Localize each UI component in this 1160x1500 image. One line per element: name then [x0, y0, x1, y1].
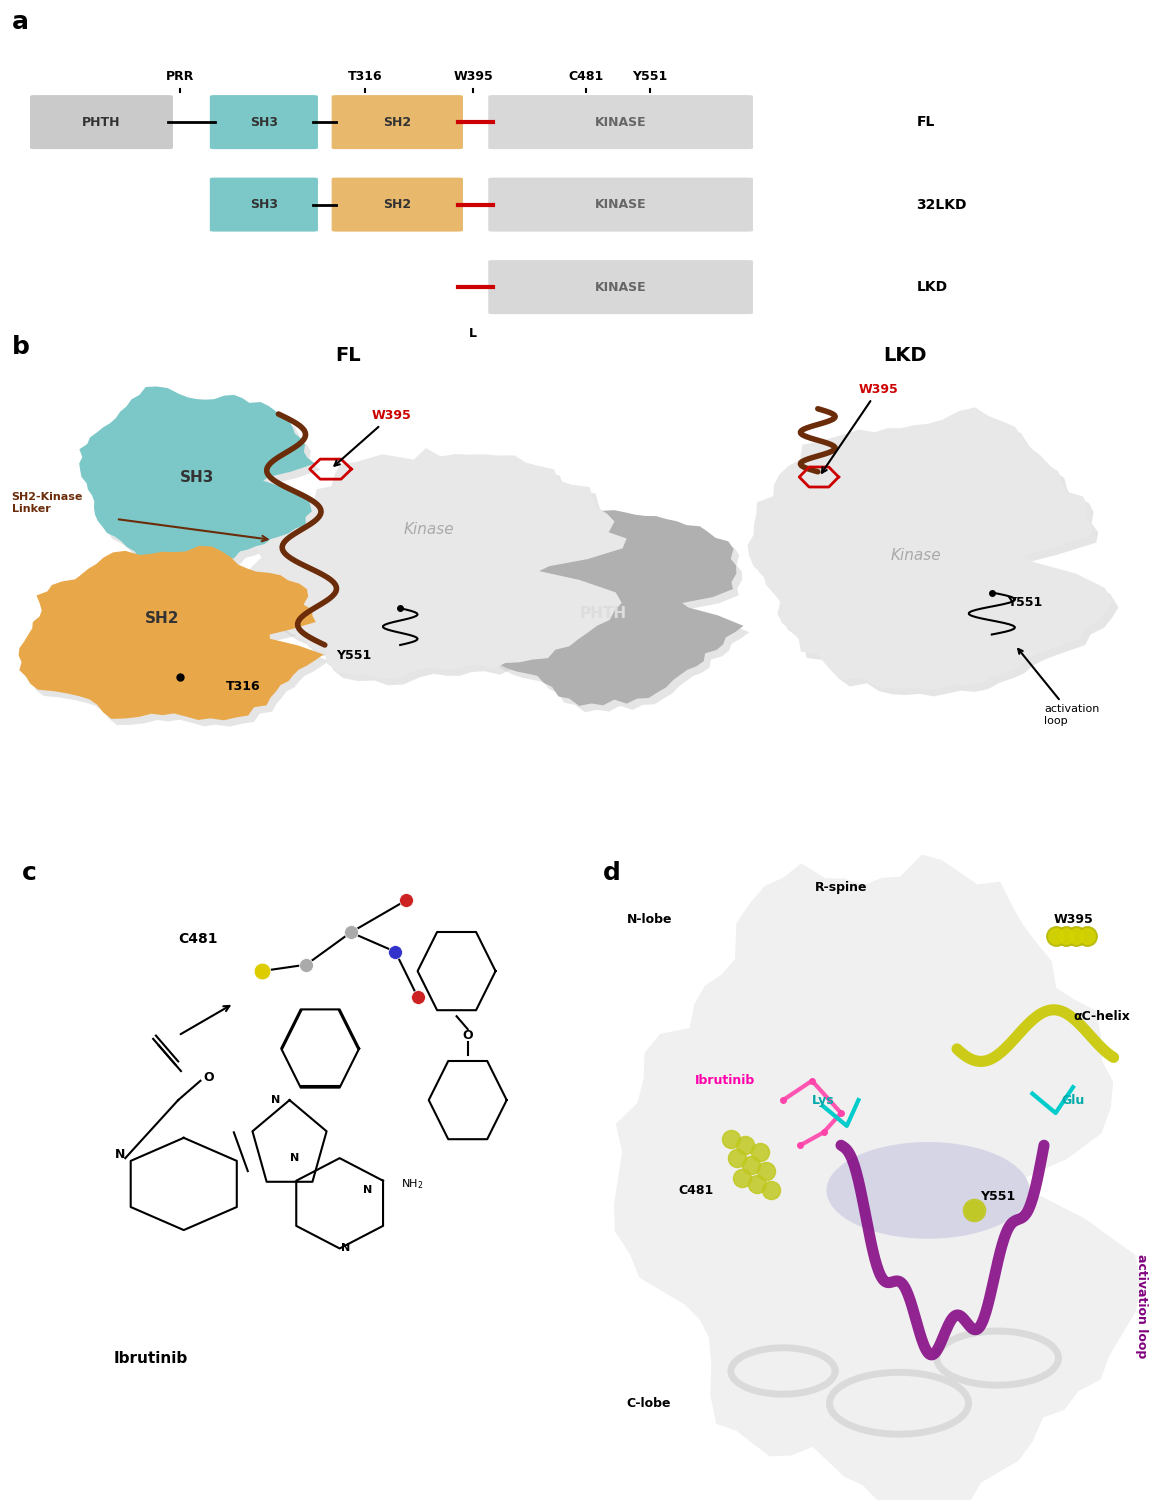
Text: W395: W395	[454, 69, 493, 82]
Text: W395: W395	[821, 382, 898, 472]
Text: SH2: SH2	[383, 116, 412, 129]
FancyBboxPatch shape	[487, 177, 754, 232]
Text: SH3: SH3	[249, 198, 278, 211]
Text: L: L	[470, 327, 477, 339]
Text: KINASE: KINASE	[595, 116, 646, 129]
Text: c: c	[22, 861, 37, 885]
Text: activation
loop: activation loop	[1018, 650, 1100, 726]
Polygon shape	[244, 448, 626, 680]
Text: Ibrutinib: Ibrutinib	[695, 1074, 755, 1088]
Polygon shape	[79, 387, 314, 566]
Text: NH$_2$: NH$_2$	[401, 1178, 423, 1191]
FancyBboxPatch shape	[29, 94, 174, 150]
Text: W395: W395	[334, 410, 411, 465]
Polygon shape	[249, 454, 632, 686]
Text: b: b	[12, 336, 29, 360]
Text: Glu: Glu	[1061, 1094, 1085, 1107]
Polygon shape	[85, 393, 320, 572]
Text: N: N	[115, 1149, 125, 1161]
Text: SH2-Kinase
Linker: SH2-Kinase Linker	[12, 492, 84, 514]
Text: SH3: SH3	[180, 470, 215, 484]
Text: Ibrutinib: Ibrutinib	[114, 1350, 188, 1365]
Text: Kinase: Kinase	[891, 549, 942, 564]
FancyBboxPatch shape	[331, 177, 464, 232]
Text: Y551: Y551	[1007, 597, 1042, 609]
Text: Kinase: Kinase	[404, 522, 455, 537]
Text: 32LKD: 32LKD	[916, 198, 967, 211]
Ellipse shape	[826, 1142, 1030, 1239]
FancyBboxPatch shape	[487, 94, 754, 150]
Text: N: N	[271, 1095, 281, 1106]
Text: N: N	[290, 1154, 299, 1162]
Text: R-spine: R-spine	[814, 880, 868, 894]
Text: PHTH: PHTH	[82, 116, 121, 129]
Text: FL: FL	[916, 116, 935, 129]
Text: N-lobe: N-lobe	[626, 914, 672, 926]
FancyBboxPatch shape	[209, 94, 319, 150]
FancyBboxPatch shape	[331, 94, 464, 150]
Text: PHTH: PHTH	[580, 606, 626, 621]
Text: Y551: Y551	[336, 650, 371, 662]
Text: O: O	[463, 1029, 473, 1042]
Text: a: a	[12, 10, 29, 34]
Text: Y551: Y551	[980, 1191, 1015, 1203]
Text: C481: C481	[568, 69, 603, 82]
FancyBboxPatch shape	[209, 177, 319, 232]
Text: FL: FL	[335, 346, 361, 364]
Text: SH3: SH3	[249, 116, 278, 129]
Text: activation loop: activation loop	[1136, 1254, 1148, 1359]
Polygon shape	[19, 546, 324, 720]
Text: LKD: LKD	[916, 280, 948, 294]
FancyBboxPatch shape	[487, 260, 754, 315]
Text: C-lobe: C-lobe	[626, 1396, 670, 1410]
Text: W395: W395	[1053, 914, 1093, 926]
Text: SH2: SH2	[383, 198, 412, 211]
Text: Lys: Lys	[812, 1094, 835, 1107]
Text: αC-helix: αC-helix	[1073, 1010, 1131, 1023]
Text: d: d	[603, 861, 621, 885]
Text: T316: T316	[348, 69, 383, 82]
Text: C481: C481	[179, 932, 218, 946]
Text: N: N	[341, 1244, 350, 1254]
Polygon shape	[614, 855, 1141, 1500]
Polygon shape	[753, 414, 1118, 696]
Polygon shape	[464, 510, 749, 712]
Text: PRR: PRR	[166, 69, 194, 82]
Text: N: N	[363, 1185, 372, 1196]
Polygon shape	[24, 552, 329, 726]
Text: KINASE: KINASE	[595, 198, 646, 211]
Text: O: O	[203, 1071, 215, 1084]
Text: SH2: SH2	[145, 612, 180, 627]
Polygon shape	[458, 504, 744, 706]
Text: LKD: LKD	[883, 346, 927, 364]
Text: C481: C481	[679, 1184, 713, 1197]
Text: KINASE: KINASE	[595, 280, 646, 294]
Text: T316: T316	[226, 681, 261, 693]
Polygon shape	[747, 408, 1112, 690]
Text: Y551: Y551	[632, 69, 667, 82]
